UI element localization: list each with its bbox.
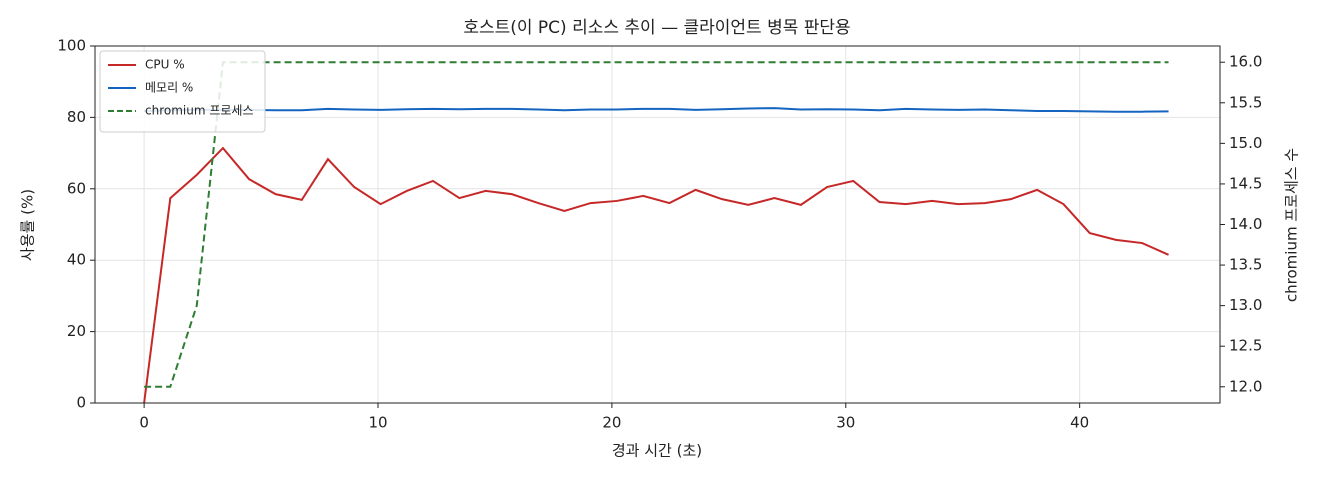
x-tick-label: 10 <box>368 414 387 432</box>
chart-title: 호스트(이 PC) 리소스 추이 — 클라이언트 병목 판단용 <box>463 18 850 38</box>
y2-tick-label: 16.0 <box>1229 53 1262 71</box>
y-tick-label: 80 <box>67 108 86 126</box>
series-line <box>144 107 1169 113</box>
legend-label: chromium 프로세스 <box>145 104 254 118</box>
x-tick-label: 20 <box>602 414 621 432</box>
y2-tick-label: 14.5 <box>1229 174 1262 192</box>
legend-box <box>99 50 266 133</box>
y2-tick-label: 15.5 <box>1229 93 1262 111</box>
legend-label: 메모리 % <box>145 81 193 95</box>
x-tick-label: 40 <box>1070 414 1089 432</box>
y2-tick-label: 12.5 <box>1229 337 1262 355</box>
y-tick-label: 20 <box>67 322 86 340</box>
y2-axis-label: chromium 프로세스 수 <box>1283 148 1301 302</box>
legend: CPU % 메모리 % chromium 프로세스 <box>99 50 266 133</box>
y-tick-label: 60 <box>67 179 86 197</box>
y-tick-label: 100 <box>57 37 86 55</box>
plot-lines <box>143 61 1169 404</box>
x-axis-label: 경과 시간 (초) <box>612 442 702 460</box>
y2-tick-label: 14.0 <box>1229 215 1262 233</box>
series-line <box>143 146 1169 404</box>
y-tick-label: 40 <box>67 251 86 269</box>
y-tick-label: 0 <box>76 394 86 412</box>
y2-tick-label: 13.5 <box>1229 256 1262 274</box>
y2-tick-label: 15.0 <box>1229 134 1262 152</box>
x-tick-label: 0 <box>139 414 149 432</box>
axes: 0 10 20 30 40 0 20 40 60 80 100 12.0 12.5 13.0 13.5 14.… <box>57 37 1262 432</box>
x-tick-label: 30 <box>836 414 855 432</box>
y2-tick-label: 13.0 <box>1229 296 1262 314</box>
legend-label: CPU % <box>145 58 185 72</box>
y2-tick-label: 12.0 <box>1229 377 1262 395</box>
y-axis-label: 사용률 (%) <box>19 189 37 261</box>
